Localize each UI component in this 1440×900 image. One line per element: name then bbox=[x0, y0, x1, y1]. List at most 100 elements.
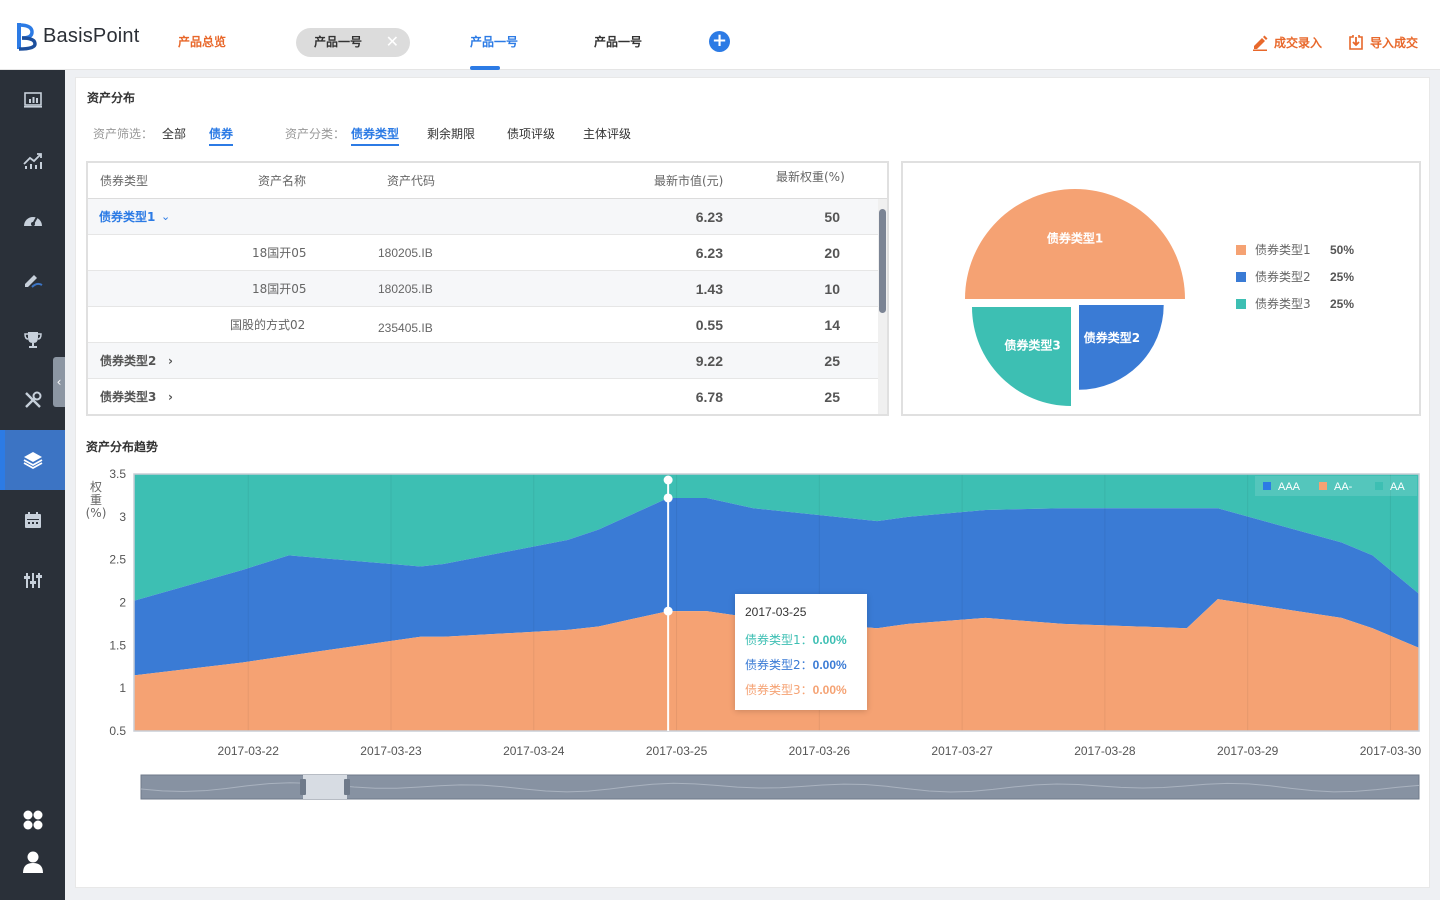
legend-label: 债券类型2 bbox=[1255, 270, 1311, 284]
top-bar: BasisPoint 产品总览 产品一号 ✕ 产品一号 产品一号 + 成交录入 … bbox=[0, 0, 1440, 70]
hover-point[interactable] bbox=[663, 475, 673, 485]
y-tick-label: 1.5 bbox=[109, 638, 126, 652]
asset-code: 180205.IB bbox=[378, 282, 433, 296]
edit-icon[interactable] bbox=[0, 250, 65, 310]
nav-product-overview[interactable]: 产品总览 bbox=[178, 35, 227, 49]
header-asset-name[interactable]: 资产名称 bbox=[258, 174, 307, 188]
nav-tab-label: 产品一号 bbox=[314, 35, 363, 49]
market-value: 1.43 bbox=[695, 281, 723, 297]
user-icon[interactable] bbox=[0, 832, 65, 892]
trend-icon[interactable] bbox=[0, 130, 65, 190]
market-value: 6.23 bbox=[695, 209, 723, 225]
trend-legend-swatch[interactable] bbox=[1375, 482, 1383, 490]
tooltip-value: 0.00% bbox=[812, 658, 847, 672]
asset-name: 国股的方式02 bbox=[230, 318, 306, 332]
close-icon[interactable]: ✕ bbox=[385, 32, 399, 51]
gauge-icon[interactable] bbox=[0, 190, 65, 250]
tooltip-label: 债券类型2： bbox=[745, 658, 813, 672]
add-tab-button[interactable]: + bbox=[709, 31, 730, 52]
legend-swatch bbox=[1236, 272, 1246, 282]
trend-legend-swatch[interactable] bbox=[1319, 482, 1327, 490]
pie-slice-label: 债券类型1 bbox=[1047, 231, 1103, 246]
asset-code: 180205.IB bbox=[378, 246, 433, 260]
table-row[interactable]: 国股的方式02 235405.IB 0.55 14 bbox=[88, 307, 878, 343]
weight: 10 bbox=[824, 281, 840, 297]
asset-table: 债券类型 资产名称 资产代码 最新市值(元) 最新权重(%) 债券类型1 ⌄ 6… bbox=[86, 161, 889, 416]
table-row[interactable]: 18国开05 180205.IB 6.23 20 bbox=[88, 235, 878, 271]
header-market-value[interactable]: 最新市值(元) bbox=[654, 174, 724, 188]
group-label: 债券类型3 bbox=[100, 390, 157, 404]
pie-slice[interactable] bbox=[965, 189, 1185, 299]
range-slider-handle[interactable] bbox=[300, 779, 306, 795]
layers-icon[interactable] bbox=[0, 430, 65, 490]
nav-tab-product-one[interactable]: 产品一号 bbox=[594, 35, 643, 49]
tooltip-row-type3: 债券类型3：0.00% bbox=[745, 681, 847, 698]
trend-legend-box bbox=[1255, 476, 1417, 496]
table-row-group-1[interactable]: 债券类型1 ⌄ 6.23 50 bbox=[88, 199, 878, 235]
legend-swatch bbox=[1236, 299, 1246, 309]
range-slider-handle[interactable] bbox=[344, 779, 350, 795]
header-asset-code[interactable]: 资产代码 bbox=[387, 174, 436, 188]
header-weight[interactable]: 最新权重(%) bbox=[776, 170, 845, 184]
nav-tab-product-one-active[interactable]: 产品一号 bbox=[470, 35, 519, 49]
asset-distribution-title: 资产分布 bbox=[87, 91, 136, 105]
import-trade-button[interactable]: 导入成交 bbox=[1347, 30, 1418, 54]
pencil-icon bbox=[1253, 35, 1268, 51]
category-bond-type[interactable]: 债券类型 bbox=[351, 125, 400, 146]
group-label: 债券类型2 bbox=[100, 354, 157, 368]
trend-legend-swatch[interactable] bbox=[1263, 482, 1271, 490]
main-panel: 资产分布 资产筛选： 全部 债券 资产分类： 债券类型 剩余期限 债项评级 主体… bbox=[75, 77, 1430, 888]
header-bond-type[interactable]: 债券类型 bbox=[100, 174, 149, 188]
range-slider-window[interactable] bbox=[303, 775, 347, 799]
sidebar-collapse-handle[interactable]: ‹ bbox=[53, 357, 65, 407]
legend-percent: 25% bbox=[1330, 270, 1355, 284]
sliders-icon[interactable] bbox=[0, 550, 65, 610]
legend-swatch bbox=[1236, 245, 1246, 255]
chevron-down-icon[interactable]: ⌄ bbox=[161, 210, 171, 223]
calendar-icon[interactable] bbox=[0, 490, 65, 550]
brand-logo[interactable]: BasisPoint bbox=[16, 20, 140, 52]
nav-tab-product-one-closable[interactable]: 产品一号 ✕ bbox=[296, 28, 410, 57]
category-issue-rating[interactable]: 债项评级 bbox=[507, 127, 556, 141]
area-series-aaa[interactable] bbox=[134, 497, 1419, 676]
pie-slice[interactable] bbox=[972, 307, 1071, 406]
apps-icon[interactable] bbox=[0, 790, 65, 850]
range-slider-preview bbox=[140, 782, 1420, 793]
tooltip-value: 0.00% bbox=[812, 633, 847, 647]
filter-bond[interactable]: 债券 bbox=[209, 125, 234, 146]
pie-slice[interactable] bbox=[1079, 305, 1164, 390]
hover-point[interactable] bbox=[663, 493, 673, 503]
chevron-right-icon[interactable]: › bbox=[168, 390, 173, 404]
weight: 20 bbox=[824, 245, 840, 261]
trophy-icon[interactable] bbox=[0, 310, 65, 370]
hover-point[interactable] bbox=[663, 606, 673, 616]
trend-legend-label[interactable]: AAA bbox=[1278, 481, 1301, 493]
asset-code: 235405.IB bbox=[378, 321, 433, 335]
table-row-group-3[interactable]: 债券类型3 › 6.78 25 bbox=[88, 379, 878, 414]
pie-chart: 债券类型1 债券类型2 债券类型3 bbox=[965, 189, 1185, 406]
area-series-aa[interactable] bbox=[134, 474, 1419, 601]
filter-all[interactable]: 全部 bbox=[162, 127, 187, 141]
y-tick-label: 3 bbox=[119, 510, 126, 524]
tools-icon[interactable] bbox=[0, 370, 65, 430]
trend-legend-label[interactable]: AA- bbox=[1334, 481, 1353, 493]
y-tick-label: 1 bbox=[119, 681, 126, 695]
asset-category-label: 资产分类： bbox=[285, 127, 346, 141]
trend-legend-label[interactable]: AA bbox=[1390, 481, 1405, 493]
y-tick-label: 0.5 bbox=[109, 724, 126, 738]
table-row[interactable]: 18国开05 180205.IB 1.43 10 bbox=[88, 271, 878, 307]
y-tick-label: 2.5 bbox=[109, 553, 126, 567]
legend-label: 债券类型3 bbox=[1255, 297, 1311, 311]
dashboard-icon[interactable] bbox=[0, 70, 65, 130]
basispoint-logo-icon bbox=[17, 23, 37, 51]
active-tab-indicator bbox=[470, 66, 500, 70]
category-issuer-rating[interactable]: 主体评级 bbox=[583, 127, 632, 141]
trade-entry-button[interactable]: 成交录入 bbox=[1251, 30, 1322, 54]
table-scrollbar-thumb[interactable] bbox=[879, 209, 886, 313]
market-value: 6.78 bbox=[695, 389, 723, 405]
table-row-group-2[interactable]: 债券类型2 › 9.22 25 bbox=[88, 343, 878, 379]
category-remaining-term[interactable]: 剩余期限 bbox=[427, 127, 476, 141]
chevron-right-icon[interactable]: › bbox=[168, 354, 173, 368]
y-tick-label: 2 bbox=[119, 596, 126, 610]
brand-name: BasisPoint bbox=[43, 24, 140, 47]
